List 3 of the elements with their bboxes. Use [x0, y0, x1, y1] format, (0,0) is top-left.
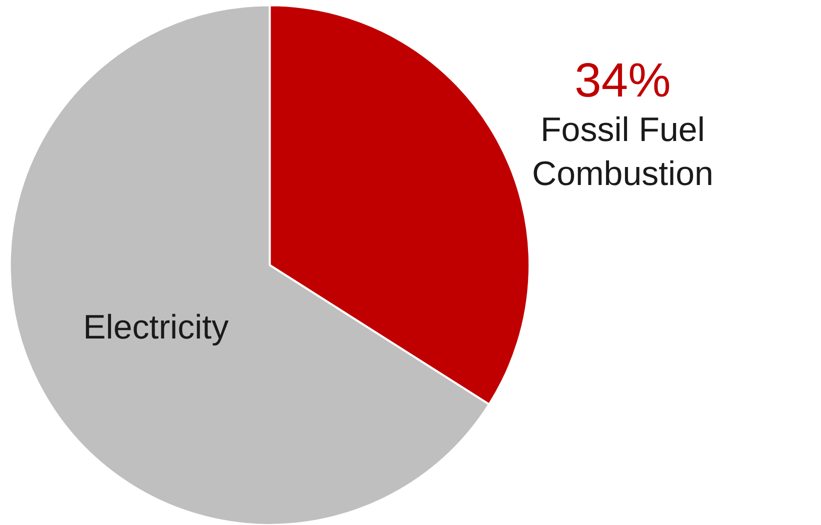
data-label: 34%: [574, 54, 671, 108]
slice-label: Fossil Fuel Combustion: [532, 110, 714, 194]
slice-label: Electricity: [83, 308, 229, 347]
